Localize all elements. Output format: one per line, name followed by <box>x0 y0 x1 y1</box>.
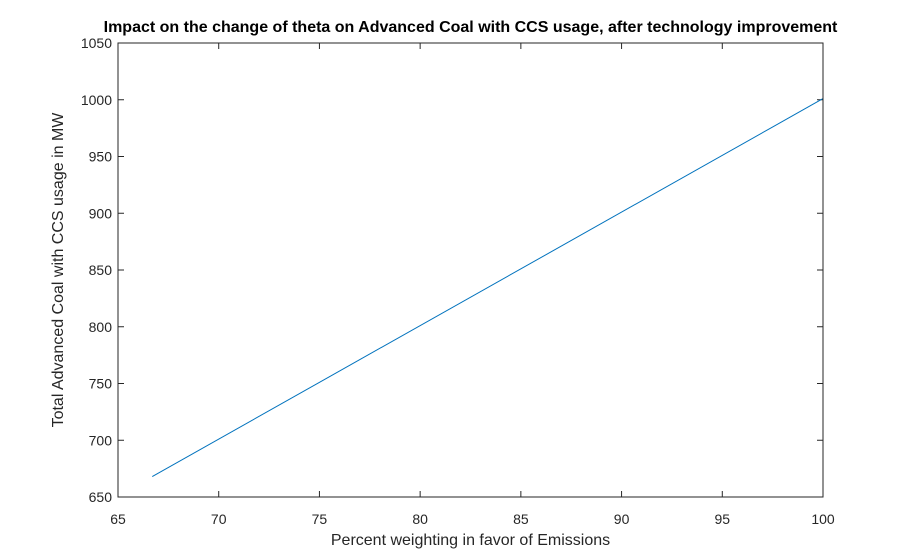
y-tick-label: 800 <box>89 319 113 335</box>
x-tick-label: 70 <box>211 511 227 527</box>
x-axis-label: Percent weighting in favor of Emissions <box>330 532 611 549</box>
series-layer <box>151 98 824 478</box>
x-tick-label: 85 <box>513 511 529 527</box>
y-tick-label: 700 <box>89 432 113 448</box>
y-tick-label: 950 <box>89 149 113 165</box>
plot-background <box>118 43 823 497</box>
y-tick-label: 650 <box>89 489 113 505</box>
x-tick-label: 65 <box>110 511 126 527</box>
x-tick-label: 75 <box>312 511 328 527</box>
series-line <box>151 98 824 478</box>
x-tick-label: 100 <box>811 511 835 527</box>
x-tick-label: 95 <box>714 511 730 527</box>
ticks-layer: 65 70 75 80 85 90 95 100 650 700 750 800 850 900 950 10… <box>81 35 835 527</box>
x-tick-label: 80 <box>412 511 428 527</box>
y-tick-label: 1050 <box>81 35 112 51</box>
y-tick-label: 750 <box>89 376 113 392</box>
y-tick-label: 1000 <box>81 92 112 108</box>
y-tick-label: 900 <box>89 205 113 221</box>
x-tick-label: 90 <box>614 511 630 527</box>
plot-box <box>117 42 824 498</box>
chart-title: Impact on the change of theta on Advance… <box>103 19 838 36</box>
y-axis-label: Total Advanced Coal with CCS usage in MW <box>50 112 67 428</box>
y-tick-label: 850 <box>89 262 113 278</box>
